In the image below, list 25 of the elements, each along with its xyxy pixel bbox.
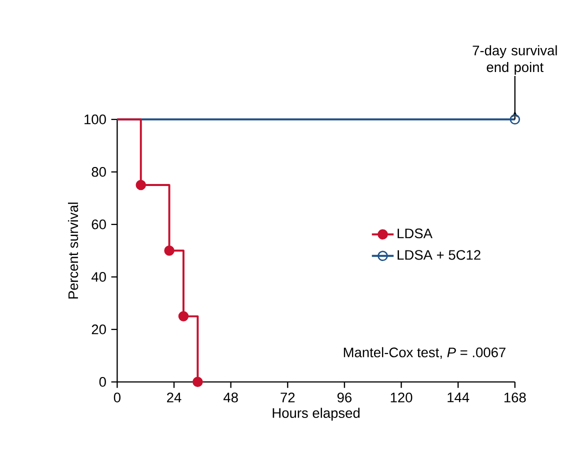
point	[192, 376, 203, 388]
x-tick-label: 72	[280, 392, 295, 402]
y-tick-label: 60	[92, 220, 106, 230]
x-tick-label: 144	[448, 392, 470, 402]
annotation: 7-day survival end point	[472, 45, 557, 75]
x-tick-label: 48	[223, 392, 238, 402]
legend-label: LDSA + 5C12	[398, 250, 480, 260]
point	[164, 246, 174, 256]
y-tick-label: 0	[99, 377, 106, 387]
x-tick-label: 168	[504, 392, 526, 402]
y-tick-label: 100	[84, 114, 106, 124]
x-tick-label: 24	[167, 392, 182, 402]
y-tick-label: 40	[91, 272, 106, 282]
legend-label: LDSA	[398, 228, 432, 238]
point	[136, 180, 146, 190]
x-axis-title: Hours elapsed	[272, 408, 360, 421]
x-tick-label: 96	[337, 392, 352, 402]
x-tick-label: 120	[390, 392, 412, 402]
y-tick-label: 20	[92, 324, 106, 334]
point	[178, 311, 189, 322]
y-tick-label: 80	[92, 167, 106, 177]
x-tick-label: 0	[114, 392, 120, 402]
point	[510, 114, 520, 125]
annotation: Mantel-Cox test, P = .0067	[344, 347, 506, 359]
y-axis-title: Percent survival	[68, 202, 78, 299]
